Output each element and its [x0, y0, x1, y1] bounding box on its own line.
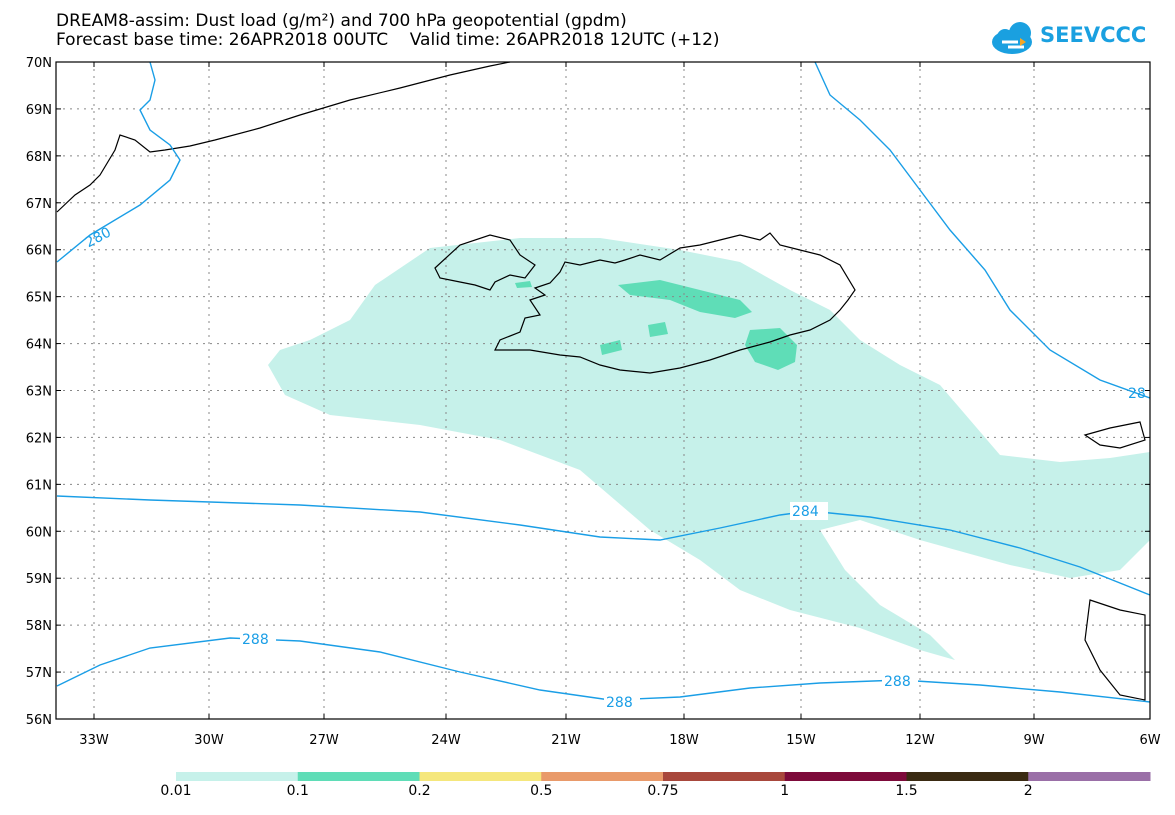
longitude-label: 24W [431, 733, 461, 748]
cloud-icon [992, 22, 1032, 54]
latitude-labels: 70N 69N 68N 67N 66N 65N 64N 63N 62N 61N 60N 59N 58N 5… [26, 56, 52, 728]
faroe-shetland-coast [1083, 421, 1146, 449]
scotland-coast [1084, 599, 1146, 701]
map-title: DREAM8-assim: Dust load (g/m²) and 700 h… [56, 11, 627, 31]
colorbar-label: 1.5 [895, 783, 918, 799]
colorbar-label: 1 [780, 783, 790, 799]
latitude-label: 60N [26, 525, 52, 540]
dust-area-mid-4 [745, 328, 797, 370]
longitude-label: 9W [1023, 733, 1044, 748]
latitude-label: 64N [26, 338, 52, 353]
longitude-label: 33W [79, 733, 109, 748]
longitude-label: 6W [1139, 733, 1160, 748]
logo-text: SEEVCCC [1040, 23, 1147, 47]
contour-label-288-mid: 288 [606, 695, 633, 711]
dust-area-mid-2 [648, 322, 668, 337]
colorbar-swatch [176, 772, 299, 781]
colorbar-swatch [784, 772, 907, 781]
longitude-label: 27W [309, 733, 339, 748]
colorbar-label: 0.2 [408, 783, 431, 799]
latitude-label: 62N [26, 431, 52, 446]
contour-label-28: 28 [1128, 386, 1146, 402]
longitude-label: 12W [905, 733, 935, 748]
colorbar-swatch [663, 772, 786, 781]
latitude-label: 67N [26, 197, 52, 212]
longitude-label: 18W [669, 733, 699, 748]
latitude-label: 57N [26, 666, 52, 681]
contour-label-288-west: 288 [242, 632, 269, 648]
longitude-labels: 33W 30W 27W 24W 21W 18W 15W 12W 9W 6W [79, 733, 1160, 748]
contour-labels: 280 28 284 288 288 288 [83, 224, 1146, 711]
latitude-label: 56N [26, 713, 52, 728]
contour-label-284: 284 [792, 504, 819, 520]
contour-280 [56, 61, 181, 263]
colorbar-swatch [906, 772, 1029, 781]
dust-shading [268, 238, 1150, 660]
latitude-label: 69N [26, 103, 52, 118]
map-subtitle: Forecast base time: 26APR2018 00UTC Vali… [56, 30, 720, 50]
contour-label-288-east: 288 [884, 674, 911, 690]
greenland-coast [56, 61, 511, 213]
latitude-label: 66N [26, 244, 52, 259]
latitude-label: 63N [26, 385, 52, 400]
latitude-label: 59N [26, 572, 52, 587]
colorbar-label: 0.75 [647, 783, 679, 799]
geopotential-contours [56, 61, 1151, 703]
latitude-label: 58N [26, 619, 52, 634]
longitude-label: 30W [194, 733, 224, 748]
seevccc-logo [992, 22, 1032, 54]
dust-area-low [268, 238, 1150, 660]
colorbar-swatch [419, 772, 542, 781]
coastlines [56, 61, 1146, 701]
tick-marks [56, 61, 1151, 720]
iceland-coast [494, 232, 856, 374]
colorbar-label: 0.5 [530, 783, 553, 799]
contour-284-north [814, 61, 1151, 399]
colorbar-label: 0.01 [160, 783, 192, 799]
longitude-label: 21W [551, 733, 581, 748]
colorbar-label: 2 [1023, 783, 1033, 799]
dust-area-mid-5 [515, 281, 532, 288]
contour-284 [56, 495, 1151, 596]
contour-288-south [56, 637, 1151, 703]
latitude-label: 68N [26, 150, 52, 165]
graticule [56, 62, 1150, 719]
latitude-label: 70N [26, 56, 52, 71]
colorbar [176, 772, 1151, 781]
colorbar-label: 0.1 [286, 783, 309, 799]
colorbar-swatch [297, 772, 420, 781]
longitude-label: 15W [786, 733, 816, 748]
latitude-label: 61N [26, 478, 52, 493]
contour-label-280: 280 [83, 224, 114, 251]
colorbar-swatch [541, 772, 664, 781]
colorbar-swatch [1028, 772, 1151, 781]
dust-area-mid-1 [618, 280, 752, 318]
westfjords-coast [434, 234, 536, 291]
latitude-label: 65N [26, 291, 52, 306]
